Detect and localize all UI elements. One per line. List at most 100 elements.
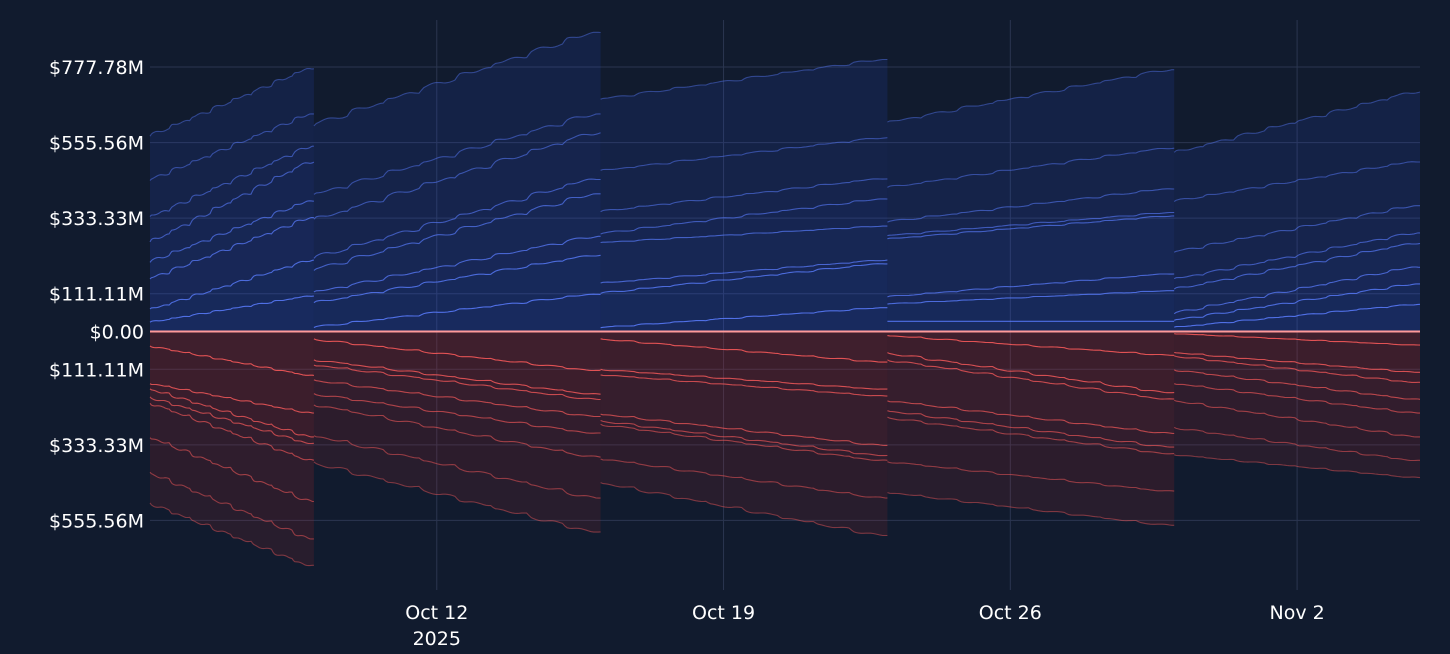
long-band	[1174, 161, 1420, 253]
short-band	[150, 331, 314, 376]
short-band	[887, 359, 1175, 434]
short-band	[313, 359, 601, 400]
long-band	[887, 290, 1175, 322]
y-tick-label: $777.78M	[49, 57, 144, 79]
short-band	[150, 403, 314, 502]
short-series-line	[887, 352, 1175, 394]
short-series-line	[887, 335, 1175, 356]
short-band	[600, 459, 888, 536]
short-series-line	[1173, 399, 1420, 438]
long-series-line	[149, 113, 314, 181]
long-band	[887, 188, 1175, 236]
short-series-line	[600, 374, 888, 397]
long-series-line	[1173, 91, 1421, 153]
long-series-line	[313, 235, 601, 293]
long-band	[150, 260, 314, 323]
short-series-line	[887, 416, 1175, 455]
long-series-line	[313, 193, 601, 271]
short-series-line	[600, 368, 888, 390]
short-band	[887, 410, 1175, 454]
long-series-line	[149, 217, 314, 280]
short-series-line	[1174, 333, 1421, 346]
long-series-line	[1173, 242, 1421, 290]
short-band	[1174, 400, 1420, 461]
long-band	[600, 263, 888, 328]
short-series-line	[313, 364, 601, 401]
short-series-line	[1173, 369, 1421, 400]
long-band	[600, 137, 888, 212]
short-series-line	[887, 400, 1175, 435]
x-tick-label: Oct 26	[979, 602, 1042, 624]
long-series-line	[600, 263, 888, 294]
long-band	[150, 162, 314, 263]
long-series-line	[1173, 266, 1421, 315]
short-series-line	[600, 423, 888, 461]
long-series-line	[313, 254, 601, 304]
long-series-line	[149, 200, 314, 263]
long-band	[887, 212, 1175, 239]
long-band	[1174, 92, 1420, 202]
short-series-line	[149, 437, 314, 503]
short-band	[313, 405, 601, 499]
short-band	[887, 335, 1175, 393]
short-band	[600, 331, 888, 363]
short-band	[1174, 333, 1420, 373]
short-series-line	[887, 461, 1175, 492]
short-series-line	[600, 458, 888, 499]
long-band	[313, 32, 601, 195]
x-tick-sublabel: 2025	[413, 628, 461, 650]
long-band	[600, 260, 888, 294]
long-band	[1174, 232, 1420, 290]
short-band	[150, 346, 314, 414]
short-series-line	[887, 359, 1175, 400]
long-band	[150, 113, 314, 217]
long-band	[313, 193, 601, 292]
long-band	[150, 200, 314, 279]
long-series-line	[149, 161, 315, 243]
short-band	[150, 383, 314, 437]
long-band	[600, 178, 888, 234]
y-tick-label: $111.11M	[49, 359, 144, 381]
short-series-line	[1174, 454, 1421, 479]
short-band	[150, 396, 314, 461]
long-band	[313, 132, 601, 259]
long-band	[600, 59, 888, 171]
long-series-line	[600, 198, 888, 235]
short-series-line	[313, 379, 601, 418]
long-series-line	[887, 211, 1175, 237]
area-layer	[149, 31, 1421, 567]
short-series-line	[149, 402, 315, 461]
short-band	[313, 338, 601, 395]
short-band	[887, 352, 1175, 400]
long-band	[150, 217, 314, 309]
long-series-line	[600, 259, 888, 284]
long-band	[1174, 243, 1420, 314]
short-band	[313, 331, 601, 371]
long-series-line	[313, 293, 601, 329]
long-series-line	[600, 137, 888, 171]
short-band	[600, 414, 888, 456]
short-series-line	[313, 461, 601, 533]
long-band	[1174, 205, 1420, 279]
short-series-line	[1174, 355, 1420, 383]
short-series-line	[1174, 351, 1420, 373]
short-series-line	[313, 393, 601, 434]
short-band	[600, 374, 888, 446]
short-series-line	[600, 338, 888, 363]
long-band	[150, 146, 314, 242]
long-series-line	[149, 259, 314, 310]
short-band	[313, 435, 601, 533]
short-series-line	[313, 404, 601, 458]
short-series-line	[600, 419, 888, 457]
grid-layer	[150, 20, 1420, 590]
short-band	[1174, 352, 1420, 383]
long-series-line	[313, 113, 601, 195]
long-series-line	[887, 215, 1175, 240]
long-series-line	[600, 225, 888, 244]
long-series-line	[313, 178, 601, 259]
short-band	[1174, 331, 1420, 346]
short-band	[1174, 369, 1420, 414]
long-band	[1174, 304, 1420, 332]
